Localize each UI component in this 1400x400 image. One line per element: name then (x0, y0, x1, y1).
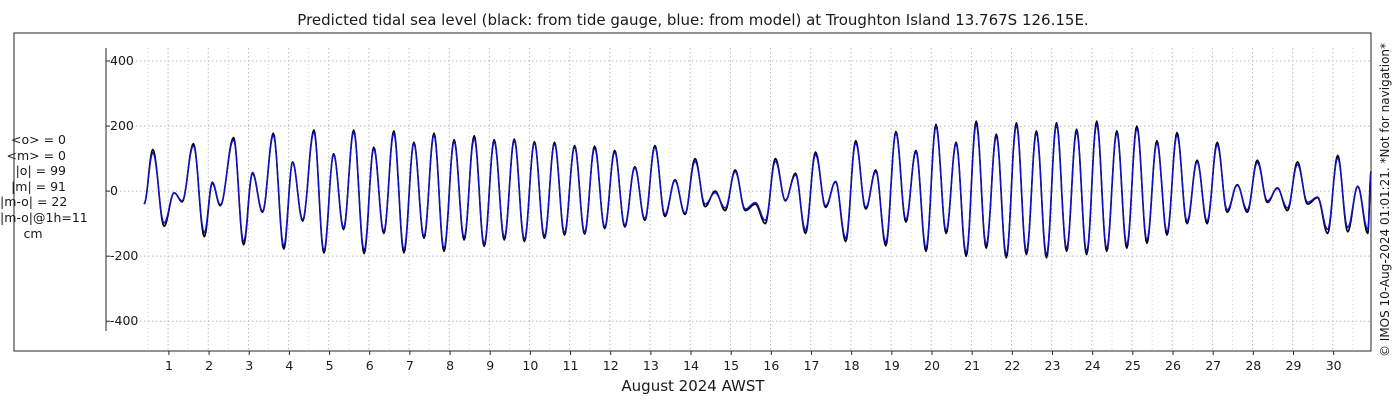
x-tick-label: 10 (522, 358, 538, 373)
x-tick-label: 22 (1004, 358, 1020, 373)
x-tick-label: 13 (643, 358, 659, 373)
stat-unit: cm (23, 225, 43, 241)
y-tick-label: 400 (110, 53, 134, 68)
x-tick-label: 29 (1286, 358, 1302, 373)
x-tick-label: 25 (1125, 358, 1141, 373)
stats-panel: <o> = 0 <m> = 0 |o| = 99 |m| = 91 |m-o| … (0, 132, 88, 241)
x-tick-label: 16 (763, 358, 779, 373)
x-tick-label: 4 (285, 358, 293, 373)
x-tick-label: 23 (1045, 358, 1061, 373)
x-tick-label: 9 (486, 358, 494, 373)
y-tick-label: 0 (110, 183, 118, 198)
x-tick-label: 12 (603, 358, 619, 373)
x-tick-label: 30 (1326, 358, 1342, 373)
series-line-model (143, 123, 1372, 256)
grid-lines (108, 48, 1371, 351)
x-tick-label: 27 (1205, 358, 1221, 373)
credit-text: © IMOS 10-Aug-2024 01:01:21. *Not for na… (1378, 42, 1392, 358)
x-tick-label: 6 (366, 358, 374, 373)
x-axis-label: August 2024 AWST (621, 377, 765, 395)
x-tick-label: 11 (563, 358, 579, 373)
x-tick-label: 18 (844, 358, 860, 373)
chart-title: Predicted tidal sea level (black: from t… (297, 11, 1088, 29)
x-tick-label: 20 (924, 358, 940, 373)
y-tick-label: 200 (110, 118, 134, 133)
x-tick-label: 19 (884, 358, 900, 373)
x-tick-label: 21 (964, 358, 980, 373)
y-tick-label: -400 (110, 313, 138, 328)
x-tick-label: 26 (1165, 358, 1181, 373)
stat-mean-model: <m> = 0 (6, 147, 67, 163)
x-axis: 1 2 3 4 5 6 7 8 9 10 11 12 13 14 15 16 17 18 19 20 21 22 23 24 2… (165, 351, 1342, 373)
stat-abs-obs: |o| = 99 (15, 163, 66, 179)
y-axis: 400 200 0 -200 -400 (106, 53, 138, 328)
x-tick-label: 17 (804, 358, 820, 373)
x-tick-label: 28 (1245, 358, 1261, 373)
stat-abs-diff-1h: |m-o|@1h=11 (0, 209, 88, 225)
series-line-tide-gauge (143, 120, 1372, 259)
plot-frame (13, 32, 1372, 352)
y-tick-label: -200 (110, 248, 138, 263)
x-tick-label: 15 (723, 358, 739, 373)
x-tick-label: 2 (205, 358, 213, 373)
x-tick-label: 7 (406, 358, 414, 373)
x-tick-label: 5 (326, 358, 334, 373)
x-tick-label: 3 (245, 358, 253, 373)
series-lines (143, 120, 1372, 259)
x-tick-label: 8 (446, 358, 454, 373)
x-tick-label: 1 (165, 358, 173, 373)
stat-abs-diff: |m-o| = 22 (0, 194, 68, 210)
x-tick-label: 24 (1085, 358, 1101, 373)
stat-abs-model: |m| = 91 (11, 178, 66, 194)
stat-mean-obs: <o> = 0 (11, 132, 66, 147)
x-tick-label: 14 (683, 358, 699, 373)
